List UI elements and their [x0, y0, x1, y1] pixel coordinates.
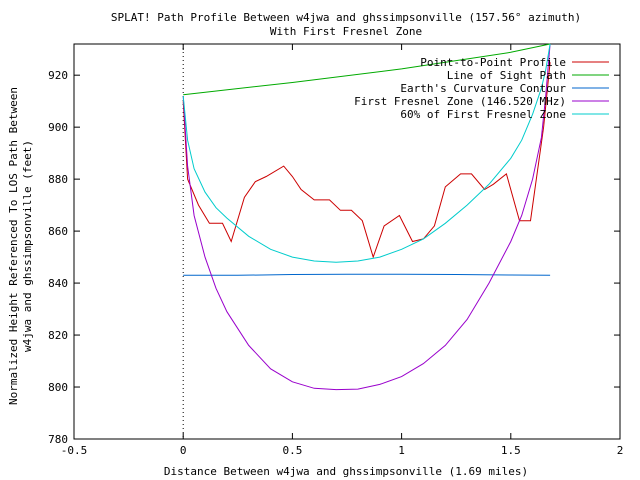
y-axis-label-second-line: w4jwa and ghssimpsonville (feet)	[21, 140, 34, 352]
x-tick-label: 1	[398, 444, 405, 457]
y-tick-label: 820	[48, 329, 68, 342]
y-axis-label: Normalized Height Referenced To LOS Path…	[7, 87, 20, 405]
axes: -0.5 0 0.5 1 1.5 2 780 800 820 840 860 880 900 920	[48, 44, 623, 457]
legend-label: First Fresnel Zone (146.520 MHz)	[354, 95, 566, 108]
x-tick-label: 0.5	[282, 444, 302, 457]
series-line-4	[182, 43, 551, 263]
y-tick-label: 900	[48, 121, 68, 134]
y-tick-label: 780	[48, 433, 68, 446]
y-tick-label: 840	[48, 277, 68, 290]
series-line-1	[183, 43, 551, 96]
x-tick-label: 0	[180, 444, 187, 457]
legend-label: Earth's Curvature Contour	[400, 82, 566, 95]
plot-frame	[73, 43, 621, 440]
y-tick-label: 860	[48, 225, 68, 238]
legend-label: Line of Sight Path	[447, 69, 566, 82]
y-tick-label: 920	[48, 69, 68, 82]
chart-subtitle: With First Fresnel Zone	[270, 25, 422, 38]
series-lines	[182, 43, 551, 391]
x-tick-label: 1.5	[501, 444, 521, 457]
x-tick-label: -0.5	[61, 444, 88, 457]
x-axis-label: Distance Between w4jwa and ghssimpsonvil…	[164, 465, 528, 478]
series-line-2	[183, 273, 551, 276]
series-line-0	[182, 62, 551, 259]
y-tick-label: 880	[48, 173, 68, 186]
legend-label: Point-to-Point Profile	[420, 56, 566, 69]
y-tick-label: 800	[48, 381, 68, 394]
chart-title: SPLAT! Path Profile Between w4jwa and gh…	[111, 11, 581, 24]
x-tick-label: 2	[617, 444, 624, 457]
series-line-3	[182, 43, 551, 391]
legend-label: 60% of First Fresnel Zone	[400, 108, 566, 121]
